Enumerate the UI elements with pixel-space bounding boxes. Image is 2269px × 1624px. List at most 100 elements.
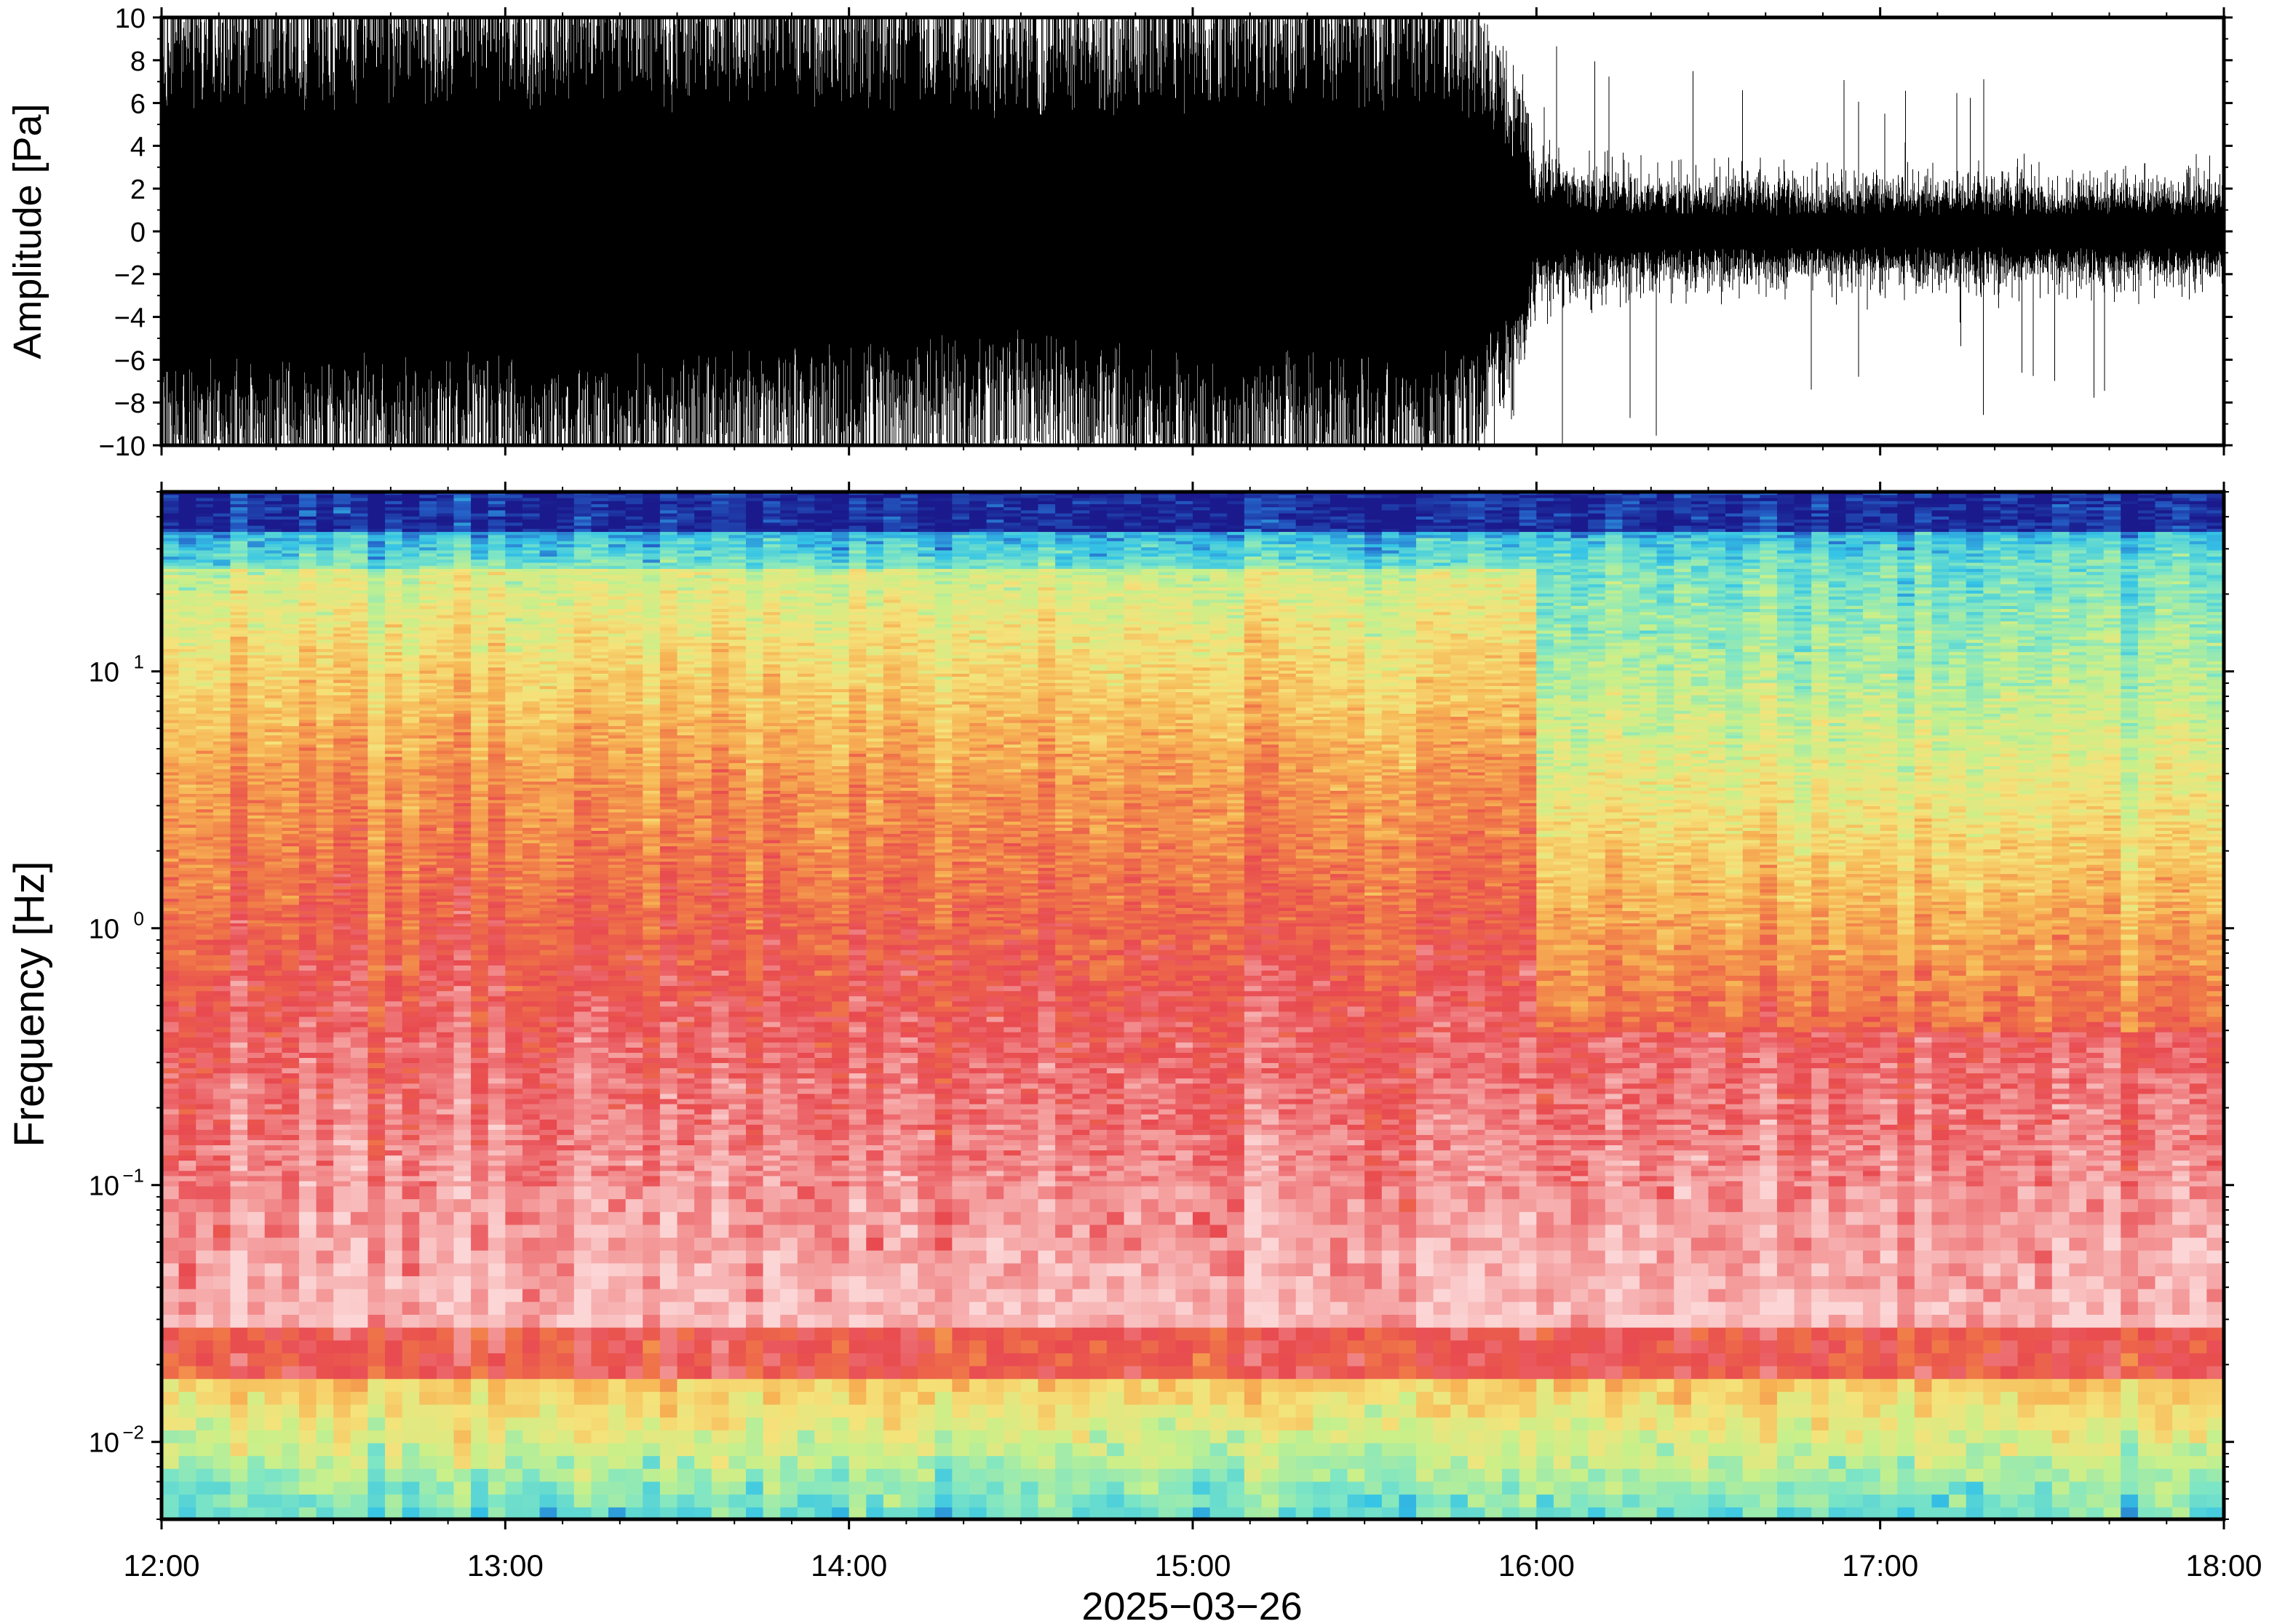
spectrogram-cell — [333, 1187, 351, 1200]
spectrogram-cell — [385, 554, 402, 557]
spectrogram-cell — [385, 544, 402, 548]
spectrogram-cell — [265, 618, 282, 622]
spectrogram-cell — [402, 779, 420, 782]
spectrogram-cell — [230, 797, 247, 800]
spectrogram-cell — [230, 1088, 247, 1094]
spectrogram-cell — [196, 677, 213, 680]
spectrogram-cell — [162, 865, 179, 869]
spectrogram-cell — [453, 572, 471, 576]
spectrogram-cell — [471, 840, 488, 844]
spectrogram-cell — [299, 945, 317, 951]
spectrogram-cell — [367, 1289, 385, 1302]
spectrogram-cell — [230, 1417, 247, 1430]
spectrogram-cell — [351, 1032, 368, 1038]
spectrogram-cell — [162, 575, 179, 578]
spectrogram-cell — [247, 522, 265, 526]
spectrogram-cell — [317, 544, 334, 548]
spectrogram-cell — [265, 889, 282, 893]
spectrogram-cell — [299, 981, 317, 987]
spectrogram-cell — [437, 791, 454, 795]
spectrogram-cell — [282, 627, 299, 631]
spectrogram-cell — [317, 1068, 334, 1074]
spectrogram-cell — [453, 797, 471, 800]
spectrogram-cell — [402, 794, 420, 797]
spectrogram-cell — [299, 1353, 317, 1366]
spectrogram-cell — [385, 856, 402, 859]
spectrogram-cell — [333, 1027, 351, 1033]
spectrogram-cell — [488, 784, 506, 788]
spectrogram-cell — [162, 640, 179, 643]
spectrogram-cell — [351, 893, 368, 896]
spectrogram-cell — [437, 1238, 454, 1251]
spectrogram-cell — [213, 739, 231, 742]
spectrogram-cell — [437, 971, 454, 976]
spectrogram-cell — [402, 1469, 420, 1482]
spectrogram-cell — [162, 1456, 179, 1469]
spectrogram-cell — [488, 1073, 506, 1079]
spectrogram-cell — [213, 1104, 231, 1110]
spectrogram-cell — [317, 597, 334, 600]
spectrogram-cell — [265, 696, 282, 699]
spectrogram-cell — [282, 510, 299, 514]
spectrogram-cell — [179, 1417, 196, 1430]
waveform-y-tick-label: 10 — [115, 4, 146, 34]
spectrogram-cell — [402, 834, 420, 837]
spectrogram-cell — [488, 831, 506, 835]
spectrogram-cell — [367, 572, 385, 576]
spectrogram-cell — [351, 889, 368, 893]
spectrogram-cell — [419, 1187, 437, 1200]
spectrogram-cell — [282, 704, 299, 708]
spectrogram-cell — [385, 741, 402, 745]
spectrogram-cell — [247, 1130, 265, 1136]
spectrogram-cell — [471, 1289, 488, 1302]
spectrogram-cell — [333, 1276, 351, 1289]
spectrogram-cell — [437, 966, 454, 971]
waveform-y-tick-label: −4 — [114, 303, 146, 334]
spectrogram-cell — [437, 883, 454, 887]
spectrogram-cell — [247, 538, 265, 542]
spectrogram-cell — [213, 701, 231, 705]
spectrogram-cell — [471, 566, 488, 570]
spectrogram-cell — [179, 950, 196, 956]
spectrogram-cell — [437, 594, 454, 597]
spectrogram-cell — [282, 714, 299, 717]
spectrogram-cell — [317, 1225, 334, 1238]
spectrogram-cell — [317, 966, 334, 971]
spectrogram-cell — [437, 1094, 454, 1099]
spectrogram-cell — [317, 935, 334, 941]
spectrogram-cell — [505, 646, 522, 650]
spectrogram-cell — [247, 532, 265, 536]
spectrogram-cell — [505, 701, 522, 705]
spectrogram-cell — [488, 541, 506, 545]
spectrogram-cell — [162, 677, 179, 680]
spectrogram-cell — [230, 621, 247, 625]
spectrogram-cell — [367, 986, 385, 992]
spectrogram-cell — [162, 520, 179, 523]
spectrogram-cell — [488, 744, 506, 748]
spectrogram-cell — [196, 726, 213, 730]
spectrogram-cell — [333, 1125, 351, 1131]
spectrogram-cell — [213, 656, 231, 659]
spectrogram-panel: 10−210−1100101 12:00 13:00 14:00 15:00 16:00… — [6, 482, 2262, 1624]
spectrogram-cell — [471, 1392, 488, 1405]
spectrogram-cell — [196, 791, 213, 795]
spectrogram-cell — [437, 1155, 454, 1161]
spectrogram-cell — [265, 1063, 282, 1069]
spectrogram-cell — [351, 615, 368, 618]
spectrogram-cell — [367, 856, 385, 859]
spectrogram-cell — [179, 971, 196, 976]
spectrogram-cell — [213, 1263, 231, 1276]
spectrogram-cell — [213, 575, 231, 578]
spectrogram-cell — [230, 871, 247, 875]
spectrogram-cell — [213, 914, 231, 918]
spectrogram-cell — [179, 714, 196, 717]
spectrogram-cell — [351, 520, 368, 523]
spectrogram-cell — [402, 723, 420, 727]
spectrogram-cell — [471, 971, 488, 976]
spectrogram-cell — [351, 923, 368, 927]
spectrogram-cell — [179, 996, 196, 1002]
spectrogram-cell — [213, 711, 231, 715]
spectrogram-cell — [333, 634, 351, 637]
spectrogram-cell — [488, 760, 506, 764]
spectrogram-cell — [385, 930, 402, 936]
